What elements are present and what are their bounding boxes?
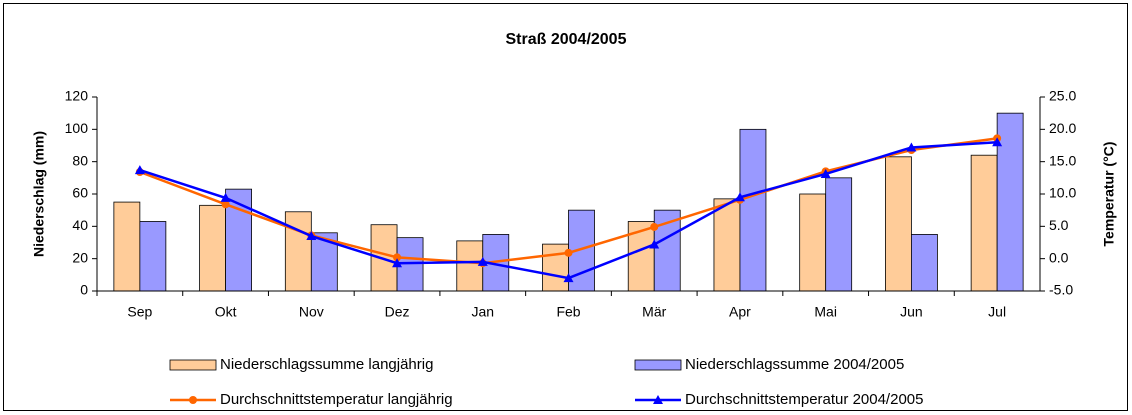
- bar: [911, 234, 938, 292]
- line-marker: [649, 239, 660, 249]
- y2-tick-label: 15.0: [1049, 152, 1076, 168]
- line-marker: [220, 192, 231, 202]
- bar: [139, 221, 167, 292]
- y2-tick-label: -5.0: [1049, 282, 1073, 298]
- bar: [713, 198, 741, 292]
- bar: [799, 193, 827, 292]
- legend-label: Niederschlagssumme langjährig: [220, 356, 433, 373]
- legend-swatch: [634, 359, 682, 371]
- y-tick-label: 20: [72, 249, 88, 265]
- chart-border: [3, 3, 1128, 411]
- bar: [199, 204, 226, 292]
- legend-label: Durchschnittstemperatur langjährig: [220, 391, 453, 408]
- x-tick-label: Feb: [556, 304, 580, 320]
- y-tick-label: 120: [65, 88, 89, 104]
- bar: [825, 177, 853, 292]
- y2-tick-label: 10.0: [1049, 185, 1076, 201]
- x-tick-label: Jan: [471, 304, 494, 320]
- line-marker: [563, 273, 574, 283]
- y-tick-label: 40: [72, 217, 88, 233]
- bar: [739, 128, 767, 292]
- bar: [885, 156, 912, 292]
- line-marker: [820, 168, 831, 178]
- x-tick-label: Sep: [127, 304, 152, 320]
- line-marker: [564, 248, 573, 257]
- bar: [284, 211, 312, 292]
- y2-axis-title: Temperatur (°C): [1101, 142, 1117, 247]
- line-marker: [477, 256, 488, 266]
- y-axis-title: Niederschlag (mm): [31, 131, 47, 257]
- line-marker: [906, 142, 917, 152]
- y-tick-label: 60: [72, 185, 88, 201]
- x-tick-label: Okt: [215, 304, 237, 320]
- legend-marker: [189, 396, 197, 404]
- bar: [970, 154, 998, 292]
- line-marker: [392, 258, 403, 268]
- x-tick-label: Nov: [299, 304, 324, 320]
- x-tick-label: Jun: [900, 304, 923, 320]
- line-marker: [992, 137, 1003, 147]
- y2-tick-label: 0.0: [1049, 249, 1069, 265]
- legend-marker: [653, 395, 663, 404]
- y-tick-label: 100: [65, 120, 89, 136]
- y2-tick-label: 20.0: [1049, 120, 1076, 136]
- x-tick-label: Mai: [814, 304, 837, 320]
- x-tick-label: Apr: [729, 304, 751, 320]
- y-tick-label: 80: [72, 152, 88, 168]
- x-tick-label: Mär: [642, 304, 666, 320]
- legend-label: Niederschlagssumme 2004/2005: [685, 356, 904, 373]
- legend-swatch: [169, 359, 217, 371]
- line-marker: [306, 231, 317, 241]
- bar: [456, 240, 484, 292]
- bar: [113, 201, 141, 292]
- x-tick-label: Jul: [988, 304, 1006, 320]
- y-tick-label: 0: [80, 282, 88, 298]
- bar: [542, 243, 569, 292]
- y2-tick-label: 25.0: [1049, 88, 1076, 104]
- line-marker: [221, 200, 230, 209]
- line-marker: [393, 253, 402, 262]
- line-marker: [650, 222, 659, 231]
- bar: [996, 112, 1024, 292]
- chart-title: Straß 2004/2005: [506, 31, 627, 48]
- line-marker: [134, 165, 145, 175]
- legend-label: Durchschnittstemperatur 2004/2005: [685, 391, 923, 408]
- line-marker: [734, 192, 745, 202]
- x-tick-label: Dez: [385, 304, 410, 320]
- y2-tick-label: 5.0: [1049, 217, 1069, 233]
